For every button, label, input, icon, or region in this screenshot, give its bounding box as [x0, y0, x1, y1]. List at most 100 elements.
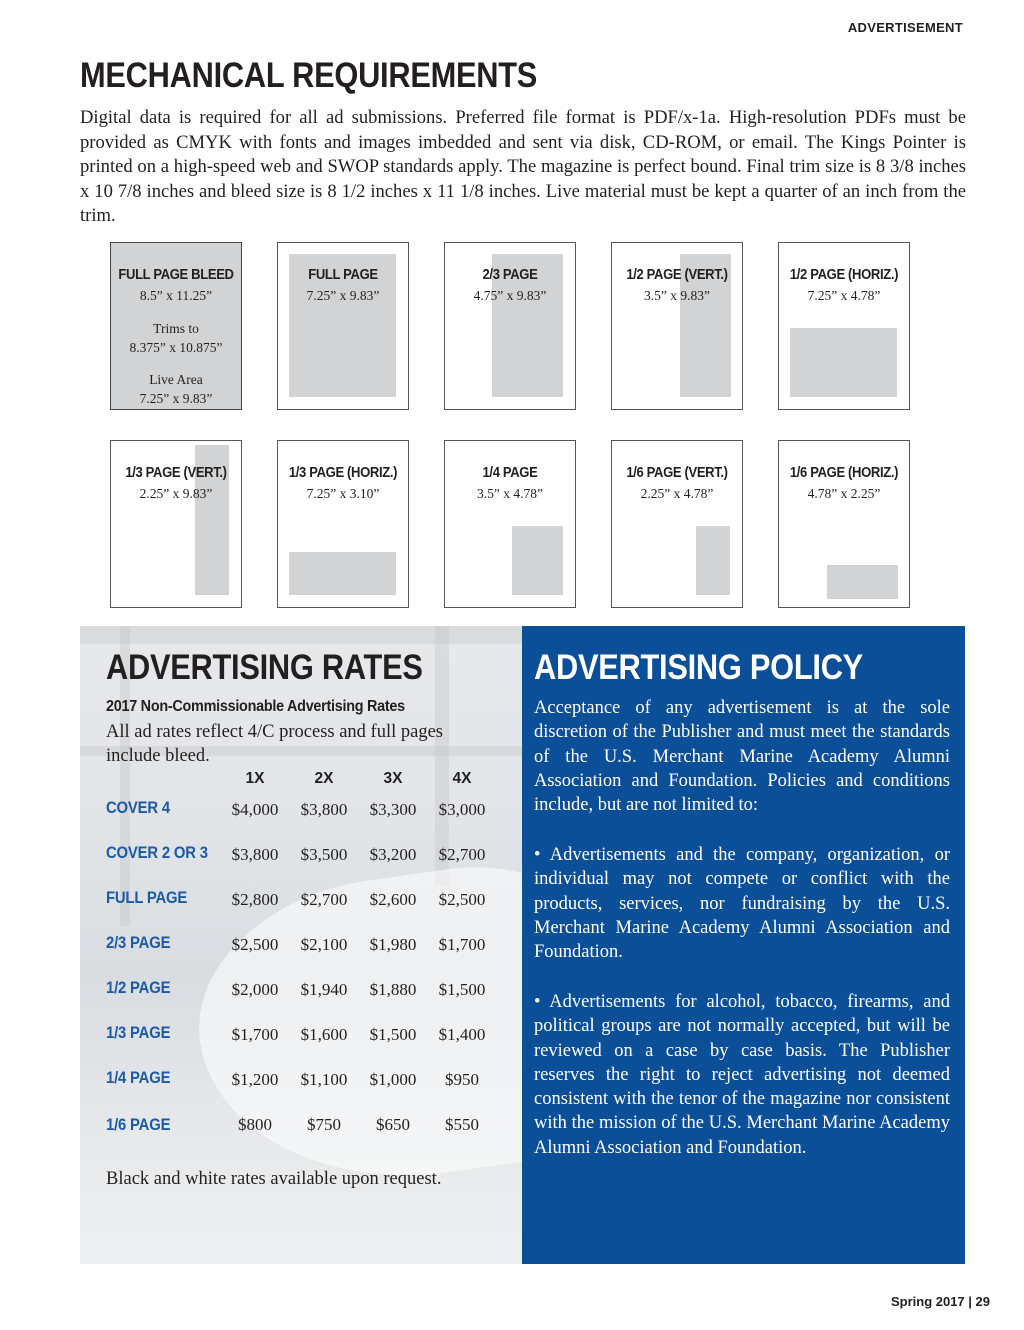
ad-size-label: FULL PAGE [308, 267, 378, 283]
rate-row-label: COVER 4 [106, 799, 170, 817]
ad-size-label: FULL PAGE BLEED [118, 267, 234, 283]
policy-panel [522, 626, 965, 1264]
rate-cell: $3,800 [231, 845, 279, 864]
rate-cell: $3,300 [369, 800, 417, 819]
page-title: MECHANICAL REQUIREMENTS [80, 56, 538, 95]
ad-size-full-page-bleed: FULL PAGE BLEED 8.5” x 11.25” Trims to 8… [110, 242, 242, 410]
ad-size-label: 1/6 PAGE (HORIZ.) [789, 465, 899, 481]
rates-subtitle: 2017 Non-Commissionable Advertising Rate… [106, 698, 405, 715]
ad-size-quarter-page: 1/4 PAGE 3.5” x 4.78” [444, 440, 576, 608]
rate-cell: $1,400 [438, 1025, 486, 1044]
rate-cell: $800 [238, 1115, 272, 1134]
rate-cell: $1,940 [300, 980, 348, 999]
ad-size-dimensions: 8.5” x 11.25” [139, 288, 213, 303]
rate-row-label: 2/3 PAGE [106, 934, 171, 952]
rate-cell: $1,980 [369, 935, 417, 954]
ad-size-dimensions: 7.25” x 3.10” [306, 486, 380, 501]
rate-row-label: 1/6 PAGE [106, 1116, 171, 1134]
rate-cell: $4,000 [231, 800, 279, 819]
ad-area-fill [790, 328, 897, 397]
photo-wash-overlay [80, 626, 522, 1264]
rate-cell: $2,700 [438, 845, 486, 864]
ad-size-dimensions: 3.5” x 4.78” [477, 486, 543, 501]
ad-size-half-page-vert: 1/2 PAGE (VERT.) 3.5” x 9.83” [611, 242, 743, 410]
ad-area-fill [289, 254, 396, 397]
ad-size-label: 1/4 PAGE [482, 465, 538, 481]
rates-footnote: Black and white rates available upon req… [106, 1169, 442, 1189]
ad-area-fill [696, 526, 730, 595]
ad-size-label: 1/3 PAGE (VERT.) [125, 465, 227, 481]
rate-cell: $1,200 [231, 1070, 279, 1089]
ad-size-sixth-page-horiz: 1/6 PAGE (HORIZ.) 4.78” x 2.25” [778, 440, 910, 608]
rate-cell: $1,880 [369, 980, 417, 999]
rate-cell: $2,100 [300, 935, 348, 954]
rate-row-label: 1/4 PAGE [106, 1069, 171, 1087]
rate-cell: $3,000 [438, 800, 486, 819]
rate-cell: $3,500 [300, 845, 348, 864]
rates-column-header: 4X [452, 770, 472, 787]
rate-cell: $550 [445, 1115, 479, 1134]
page-footer: Spring 2017 | 29 [890, 1294, 990, 1309]
rate-cell: $2,700 [300, 890, 348, 909]
rate-cell: $1,700 [231, 1025, 279, 1044]
policy-title: ADVERTISING POLICY [534, 648, 863, 687]
rate-cell: $2,500 [231, 935, 279, 954]
ad-size-third-page-horiz: 1/3 PAGE (HORIZ.) 7.25” x 3.10” [277, 440, 409, 608]
policy-paragraph: • Advertisements for alcohol, tobacco, f… [534, 992, 950, 1158]
rate-cell: $1,700 [438, 935, 486, 954]
ad-size-dimensions: 7.25” x 9.83” [306, 288, 380, 303]
rate-cell: $950 [445, 1070, 479, 1089]
ad-size-note: Live Area [149, 372, 203, 387]
rate-row-label: COVER 2 OR 3 [106, 844, 208, 862]
ad-area-fill [680, 254, 731, 397]
ad-area-fill [289, 552, 396, 595]
ad-size-dimensions: 7.25” x 4.78” [807, 288, 881, 303]
ad-area-fill [827, 565, 898, 599]
rate-cell: $1,500 [369, 1025, 417, 1044]
ad-size-half-page-horiz: 1/2 PAGE (HORIZ.) 7.25” x 4.78” [778, 242, 910, 410]
rate-cell: $1,500 [438, 980, 486, 999]
ad-size-third-page-vert: 1/3 PAGE (VERT.) 2.25” x 9.83” [110, 440, 242, 608]
rate-row-label: 1/3 PAGE [106, 1024, 171, 1042]
ad-size-two-thirds-page: 2/3 PAGE 4.75” x 9.83” [444, 242, 576, 410]
rates-column-header: 3X [383, 770, 403, 787]
rate-cell: $1,000 [369, 1070, 417, 1089]
rates-note: All ad rates reflect 4/C process and ful… [106, 722, 443, 766]
rate-cell: $750 [307, 1115, 341, 1134]
ad-size-label: 1/2 PAGE (VERT.) [626, 267, 728, 283]
rate-cell: $1,600 [300, 1025, 348, 1044]
section-tag: ADVERTISEMENT [847, 20, 963, 35]
rate-row-label: 1/2 PAGE [106, 979, 171, 997]
ad-size-note: 7.25” x 9.83” [139, 391, 213, 406]
ad-size-dimensions: 4.75” x 9.83” [473, 288, 547, 303]
ad-size-label: 2/3 PAGE [482, 267, 538, 283]
rate-cell: $1,100 [300, 1070, 348, 1089]
ad-size-dimensions: 2.25” x 9.83” [139, 486, 213, 501]
rates-title: ADVERTISING RATES [106, 648, 423, 687]
ad-size-note: 8.375” x 10.875” [129, 340, 223, 355]
ad-size-full-page: FULL PAGE 7.25” x 9.83” [277, 242, 409, 410]
rate-cell: $650 [376, 1115, 410, 1134]
ad-size-note: Trims to [153, 321, 199, 336]
rate-cell: $2,000 [231, 980, 279, 999]
rate-row-label: FULL PAGE [106, 889, 188, 907]
rate-cell: $2,500 [438, 890, 486, 909]
ad-size-sixth-page-vert: 1/6 PAGE (VERT.) 2.25” x 4.78” [611, 440, 743, 608]
rate-cell: $2,600 [369, 890, 417, 909]
ad-area-fill [195, 445, 229, 595]
ad-size-label: 1/2 PAGE (HORIZ.) [789, 267, 899, 283]
policy-paragraph: • Advertisements and the company, organi… [534, 845, 950, 963]
ad-size-label: 1/3 PAGE (HORIZ.) [288, 465, 398, 481]
rate-cell: $3,800 [300, 800, 348, 819]
rate-cell: $2,800 [231, 890, 279, 909]
rates-background-photo [80, 626, 522, 1264]
ad-size-dimensions: 4.78” x 2.25” [807, 486, 881, 501]
ad-size-label: 1/6 PAGE (VERT.) [626, 465, 728, 481]
ad-size-dimensions: 2.25” x 4.78” [640, 486, 714, 501]
ad-area-fill [512, 526, 563, 595]
ad-size-dimensions: 3.5” x 9.83” [644, 288, 710, 303]
ad-area-fill [492, 254, 563, 397]
intro-paragraph: Digital data is required for all ad subm… [80, 107, 966, 226]
rates-column-header: 2X [314, 770, 334, 787]
rate-cell: $3,200 [369, 845, 417, 864]
